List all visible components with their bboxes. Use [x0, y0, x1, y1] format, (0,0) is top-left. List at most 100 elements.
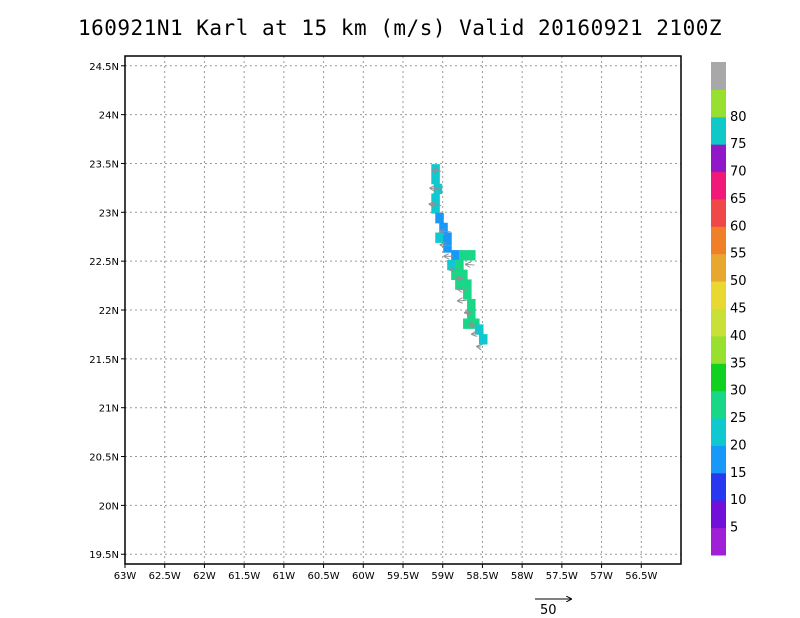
colorbar-segment: [711, 226, 726, 255]
wind-cell: [435, 232, 444, 243]
x-tick-label: 61W: [273, 571, 296, 582]
colorbar-segment: [711, 253, 726, 282]
wind-speed-cells: [431, 164, 488, 345]
colorbar-segment: [711, 308, 726, 337]
wind-vector-arrow: [456, 278, 464, 279]
colorbar-label: 5: [730, 521, 738, 536]
x-tick-label: 58.5W: [466, 571, 498, 582]
chart-title: 160921N1 Karl at 15 km (m/s) Valid 20160…: [77, 16, 722, 40]
colorbar-label: 45: [730, 302, 747, 317]
y-tick-label: 22N: [99, 306, 119, 317]
wind-cell: [431, 164, 440, 175]
wind-cell: [455, 259, 464, 271]
wind-vector-arrow: [465, 312, 473, 313]
wind-cell: [467, 298, 476, 310]
wind-cell: [431, 173, 440, 185]
wind-cell: [443, 242, 452, 253]
wind-cell: [447, 259, 456, 271]
y-tick-label: 23N: [99, 208, 119, 219]
colorbar-segment: [711, 89, 726, 118]
colorbar-segment: [711, 62, 726, 90]
wind-vector-arrow: [441, 231, 451, 232]
wind-cell: [451, 250, 460, 261]
wind-cell: [455, 279, 464, 290]
wind-vector-arrow: [458, 300, 467, 301]
x-tick-label: 59W: [431, 571, 454, 582]
x-axis-ticks: 63W 62.5W 62W 61.5W 61W 60.5W 60W 59.5W 59W 58.5W…: [114, 564, 657, 582]
wind-cell: [463, 279, 472, 290]
wind-cell: [467, 308, 476, 320]
wind-cell: [463, 289, 472, 300]
wind-cell: [431, 203, 440, 214]
y-tick-label: 20.5N: [89, 453, 119, 464]
wind-cell: [451, 269, 460, 281]
colorbar-segment: [711, 527, 726, 556]
colorbar-label: 10: [730, 493, 747, 508]
y-tick-label: 19.5N: [89, 550, 119, 561]
x-tick-label: 61.5W: [228, 571, 260, 582]
x-tick-label: 62.5W: [149, 571, 181, 582]
colorbar-segment: [711, 198, 726, 227]
wind-vector-arrow: [430, 204, 442, 205]
colorbar-segment: [711, 281, 726, 309]
x-tick-label: 57W: [590, 571, 613, 582]
colorbar-label: 30: [730, 384, 747, 399]
wind-cell: [443, 232, 452, 243]
colorbar-segment: [711, 116, 726, 145]
x-tick-label: 56.5W: [625, 571, 657, 582]
wind-cell: [478, 334, 488, 345]
colorbar-label: 75: [730, 137, 747, 152]
x-tick-label: 58W: [511, 571, 534, 582]
colorbar-label: 65: [730, 192, 747, 207]
colorbar: 5 10 15 20 25 30 35 40 45 50 55 60 65 70 75 80: [711, 62, 747, 556]
reference-vector: 50: [535, 599, 571, 618]
y-tick-label: 23.5N: [89, 159, 119, 170]
colorbar-segment: [711, 418, 726, 446]
wind-vector-arrow: [458, 289, 467, 290]
y-tick-label: 24.5N: [89, 62, 119, 73]
colorbar-segment: [711, 335, 726, 364]
wind-cell: [435, 212, 444, 224]
wind-cell: [474, 324, 484, 335]
wind-cell: [463, 318, 472, 329]
wind-vector-arrow: [432, 171, 442, 172]
colorbar-label: 55: [730, 247, 747, 262]
colorbar-label: 60: [730, 219, 747, 234]
wind-vectors: [430, 171, 481, 348]
reference-vector-label: 50: [540, 603, 557, 618]
x-tick-label: 60.5W: [307, 571, 339, 582]
wind-vector-arrow: [466, 264, 475, 265]
colorbar-label: 15: [730, 466, 747, 481]
wind-vector-arrow: [477, 346, 481, 347]
colorbar-segment: [711, 472, 726, 501]
colorbar-segment: [711, 144, 726, 173]
wind-vector-arrow: [472, 333, 480, 334]
x-tick-label: 62W: [193, 571, 216, 582]
colorbar-segment: [711, 171, 726, 200]
y-tick-label: 24N: [99, 111, 119, 122]
colorbar-segment: [711, 390, 726, 419]
colorbar-label: 40: [730, 329, 747, 344]
grid-lines: [125, 56, 681, 564]
y-tick-label: 21.5N: [89, 355, 119, 366]
wind-cell: [459, 269, 468, 281]
x-tick-label: 59.5W: [387, 571, 419, 582]
colorbar-segment: [711, 363, 726, 392]
colorbar-label: 80: [730, 110, 747, 125]
wind-vector-arrow: [450, 269, 459, 270]
y-axis-ticks: 19.5N 20N 20.5N 21N 21.5N 22N 22.5N 23N 23.5N 24N…: [89, 62, 125, 561]
wind-vector-arrow: [441, 245, 451, 246]
colorbar-label: 20: [730, 438, 747, 453]
y-tick-label: 21N: [99, 404, 119, 415]
colorbar-segment: [711, 445, 726, 474]
wind-cell: [467, 250, 476, 261]
colorbar-label: 25: [730, 411, 747, 426]
colorbar-segment: [711, 500, 726, 529]
wind-cell: [431, 193, 440, 204]
wind-cell: [439, 222, 448, 234]
x-tick-label: 57.5W: [546, 571, 578, 582]
wind-vector-arrow: [469, 324, 477, 325]
y-tick-label: 22.5N: [89, 257, 119, 268]
x-tick-label: 63W: [114, 571, 137, 582]
